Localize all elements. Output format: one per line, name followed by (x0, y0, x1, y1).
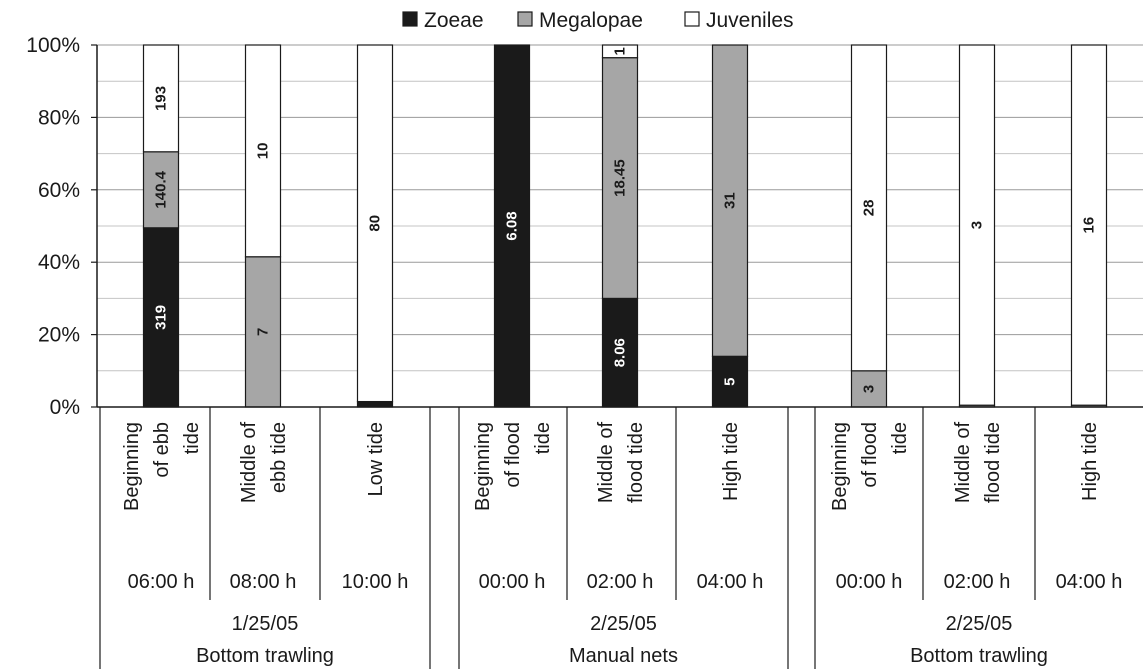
legend: Zoeae Megalopae Juveniles (402, 9, 794, 32)
bar-segment-zoeae (142, 227, 180, 408)
category-label: Low tide (365, 422, 387, 497)
bar-segment-megalopae (601, 57, 639, 299)
category-label: High tide (720, 422, 742, 501)
time-label: 04:00 h (1056, 571, 1123, 593)
data-label: 28 (861, 200, 878, 217)
category-label: ebb tide (268, 422, 290, 493)
group-method-label: Bottom trawling (910, 645, 1048, 667)
data-label: 3 (969, 221, 986, 229)
category-label: Beginning (121, 422, 143, 511)
y-tick-label: 0% (50, 396, 80, 419)
bar-segment-juveniles (356, 44, 394, 403)
data-label: 5 (722, 377, 739, 385)
bar-segment-juveniles (1070, 44, 1108, 406)
data-label: 1 (612, 47, 629, 55)
legend-label-zoeae: Zoeae (424, 9, 484, 32)
data-label: 80 (367, 215, 384, 232)
data-label: 319 (153, 305, 170, 330)
category-label: of ebb (151, 422, 173, 478)
data-label: 18.45 (612, 159, 629, 197)
bar-segment-megalopae (142, 151, 180, 229)
bar-segment-juveniles (601, 44, 639, 59)
bar-segment-juveniles (142, 44, 180, 153)
data-label: 3 (861, 385, 878, 393)
data-label: 10 (255, 143, 272, 160)
legend-swatch-megalopae (517, 11, 533, 27)
category-label: Beginning (829, 422, 851, 511)
group-method-label: Manual nets (569, 645, 678, 667)
legend-label-juveniles: Juveniles (706, 9, 794, 32)
bar-segment-juveniles (958, 44, 996, 406)
time-label: 08:00 h (230, 571, 297, 593)
y-axis: 0% 20% 40% 60% 80% 100% (26, 34, 98, 419)
x-axis-table: Beginning of ebb tide 06:00 h Middle of ebb t… (97, 406, 1143, 669)
data-label: 193 (153, 86, 170, 111)
data-label: 6.08 (504, 211, 521, 240)
data-labels: 319 140.4 193 7 10 80 6.08 8.06 18.45 1 5 31 3 28 3 16 (153, 47, 1098, 393)
group-date-label: 2/25/05 (946, 613, 1013, 635)
legend-swatch-juveniles (684, 11, 700, 27)
category-label: tide (889, 422, 911, 454)
category-label: Middle of (238, 422, 260, 504)
time-label: 02:00 h (587, 571, 654, 593)
bar-segment-megalopae (244, 256, 282, 408)
data-label: 31 (722, 192, 739, 209)
category-label: Beginning (472, 422, 494, 511)
group-date-label: 1/25/05 (232, 613, 299, 635)
data-label: 16 (1081, 217, 1098, 234)
legend-swatch-zoeae (402, 11, 418, 27)
y-tick-label: 20% (38, 324, 80, 347)
category-label: Middle of (952, 422, 974, 504)
data-label: 7 (255, 328, 272, 336)
y-tick-label: 100% (26, 34, 80, 57)
data-label: 8.06 (612, 338, 629, 367)
bar-segment-megalopae (711, 44, 749, 357)
time-label: 02:00 h (944, 571, 1011, 593)
bars (142, 44, 1108, 408)
category-label: High tide (1079, 422, 1101, 501)
category-label: tide (181, 422, 203, 454)
y-tick-label: 40% (38, 251, 80, 274)
y-tick-label: 80% (38, 106, 80, 129)
category-label: of flood (502, 422, 524, 488)
category-label: tide (532, 422, 554, 454)
time-label: 00:00 h (479, 571, 546, 593)
bar-segment-juveniles (244, 44, 282, 258)
time-label: 10:00 h (342, 571, 409, 593)
group-date-label: 2/25/05 (590, 613, 657, 635)
legend-label-megalopae: Megalopae (539, 9, 643, 32)
category-label: Middle of (595, 422, 617, 504)
time-label: 00:00 h (836, 571, 903, 593)
bar-segment-zoeae (356, 400, 394, 408)
y-tick-label: 60% (38, 179, 80, 202)
bar-segment-megalopae (850, 370, 888, 408)
bar-segment-zoeae (601, 297, 639, 408)
time-label: 06:00 h (128, 571, 195, 593)
category-label: flood tide (625, 422, 647, 503)
bar-segment-zoeae (493, 44, 531, 408)
category-label: of flood (859, 422, 881, 488)
bar-segment-juveniles (850, 44, 888, 372)
group-method-label: Bottom trawling (196, 645, 334, 667)
time-label: 04:00 h (697, 571, 764, 593)
category-label: flood tide (982, 422, 1004, 503)
data-label: 140.4 (153, 170, 170, 208)
